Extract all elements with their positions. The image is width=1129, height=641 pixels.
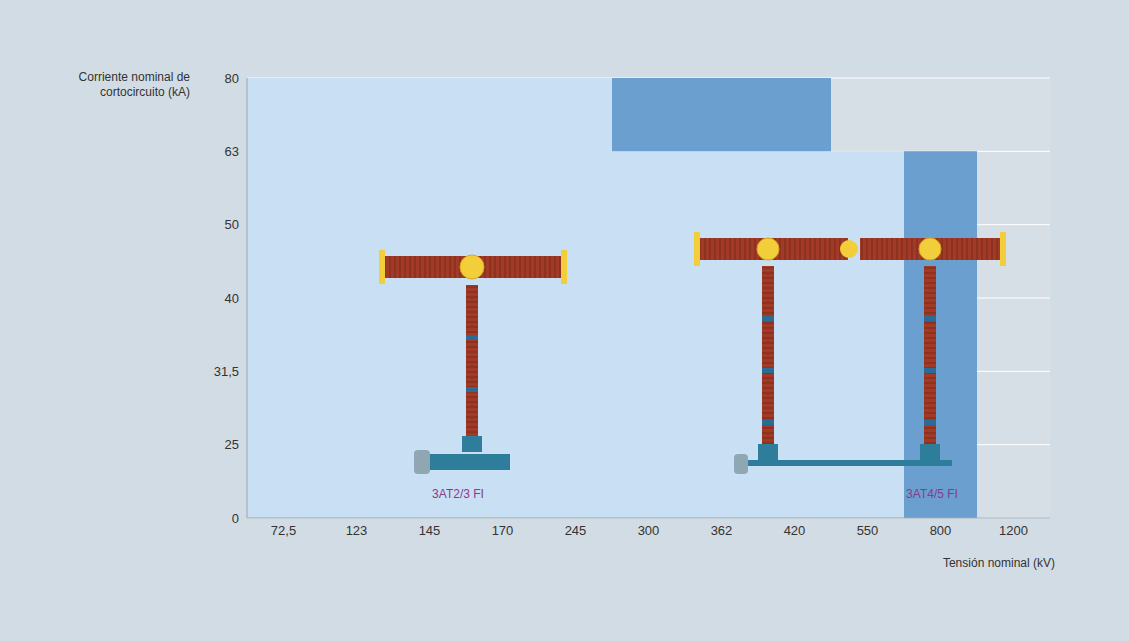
svg-text:3AT2/3 FI: 3AT2/3 FI bbox=[432, 487, 484, 501]
svg-text:1200: 1200 bbox=[999, 523, 1028, 538]
svg-text:31,5: 31,5 bbox=[214, 364, 239, 379]
svg-text:145: 145 bbox=[419, 523, 441, 538]
svg-text:80: 80 bbox=[225, 71, 239, 86]
svg-text:3AT4/5 FI: 3AT4/5 FI bbox=[906, 487, 958, 501]
svg-text:72,5: 72,5 bbox=[271, 523, 296, 538]
svg-text:362: 362 bbox=[711, 523, 733, 538]
html-text:Tensión nominal (kV): Tensión nominal (kV) bbox=[942, 556, 1055, 570]
svg-text:25: 25 bbox=[225, 437, 239, 452]
svg-text:170: 170 bbox=[492, 523, 514, 538]
svg-text:0: 0 bbox=[232, 511, 239, 526]
svg-text:50: 50 bbox=[225, 217, 239, 232]
svg-text:245: 245 bbox=[565, 523, 587, 538]
svg-text:40: 40 bbox=[225, 291, 239, 306]
html-text:Corriente nominal de cortocirc: Corriente nominal de cortocircuito (kA) bbox=[78, 70, 190, 99]
svg-text:420: 420 bbox=[784, 523, 806, 538]
svg-text:63: 63 bbox=[225, 144, 239, 159]
svg-text:800: 800 bbox=[930, 523, 952, 538]
svg-text:300: 300 bbox=[638, 523, 660, 538]
svg-text:550: 550 bbox=[857, 523, 879, 538]
svg-text:123: 123 bbox=[346, 523, 368, 538]
